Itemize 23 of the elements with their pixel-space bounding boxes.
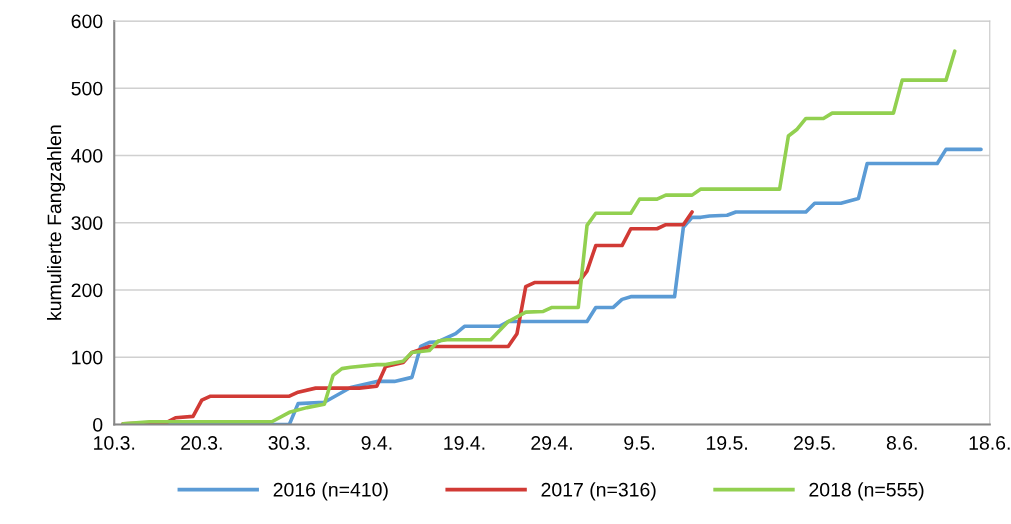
y-tick-label: 400 bbox=[71, 148, 103, 163]
x-tick-label: 8.6. bbox=[886, 436, 917, 450]
x-tick-label: 20.3. bbox=[181, 436, 222, 450]
line-series bbox=[121, 49, 957, 425]
legend-label: 2018 (n=555) bbox=[809, 482, 924, 501]
y-axis-title: kumulierte Fangzahlen bbox=[47, 125, 66, 320]
y-tick-label: 300 bbox=[71, 216, 103, 230]
y-tick-label: 100 bbox=[72, 350, 103, 365]
y-tick-label: 600 bbox=[71, 14, 103, 29]
x-tick-label: 19.4. bbox=[444, 436, 485, 450]
x-tick-label: 18.6. bbox=[969, 436, 1010, 450]
y-tick-label: 0 bbox=[93, 417, 103, 432]
y-tick-label: 200 bbox=[71, 283, 103, 298]
x-tick-label: 9.5. bbox=[624, 436, 654, 450]
y-tick-label: 500 bbox=[71, 81, 103, 96]
legend-label: 2017 (n=316) bbox=[541, 482, 656, 501]
x-tick-label: 19.5. bbox=[706, 436, 747, 450]
x-tick-label: 30.3. bbox=[268, 436, 310, 450]
x-tick-label: 10.3. bbox=[94, 436, 135, 450]
x-tick-label: 29.4. bbox=[531, 436, 572, 450]
x-tick-label: 9.4. bbox=[361, 436, 392, 450]
legend-label: 2016 (n=410) bbox=[273, 482, 388, 501]
x-tick-label: 29.5. bbox=[794, 436, 835, 450]
